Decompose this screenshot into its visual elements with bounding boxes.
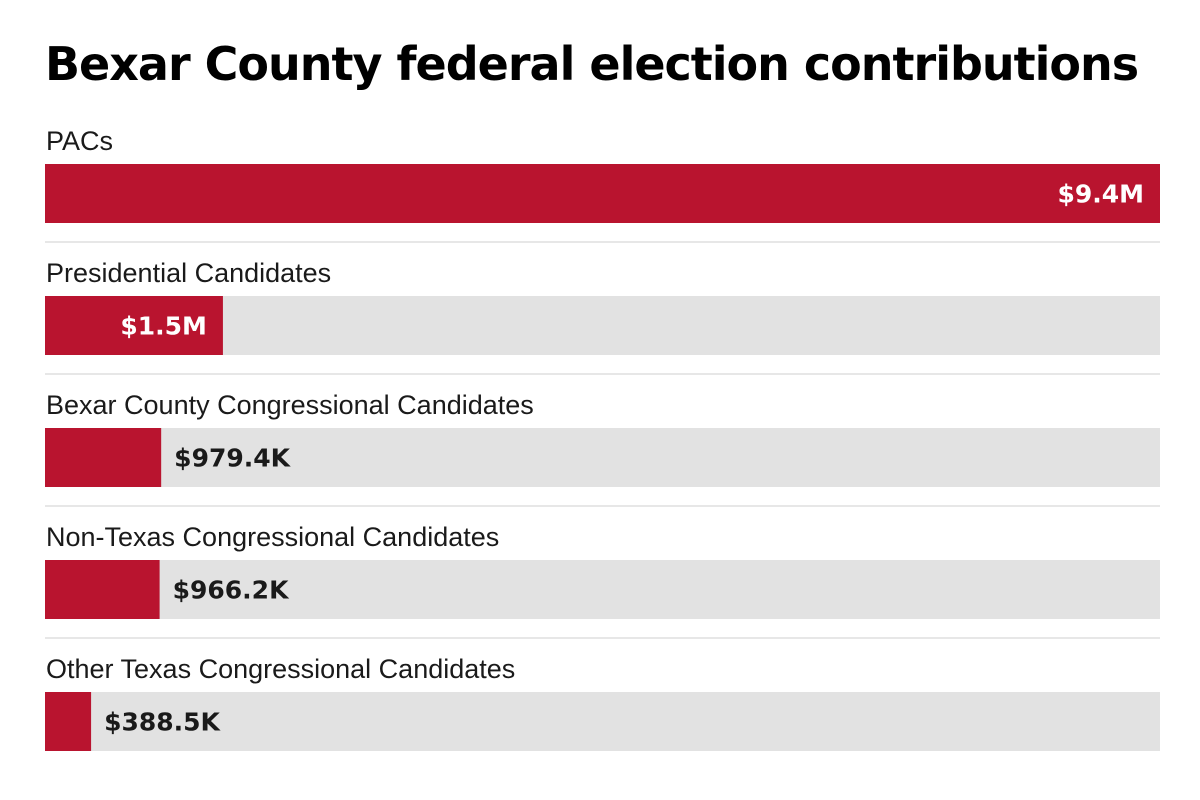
value-label: $9.4M: [1057, 180, 1144, 209]
bar-track: [45, 560, 1160, 619]
bar-track: [45, 692, 1160, 751]
category-label: Other Texas Congressional Candidates: [46, 654, 515, 684]
bar: [45, 428, 162, 487]
category-label: Bexar County Congressional Candidates: [46, 390, 534, 420]
chart-title: Bexar County federal election contributi…: [45, 37, 1139, 91]
value-label: $1.5M: [120, 312, 207, 341]
category-label: PACs: [46, 126, 113, 156]
category-label: Presidential Candidates: [46, 258, 331, 288]
bar: [45, 164, 1160, 223]
bar-track: [45, 428, 1160, 487]
value-label: $966.2K: [173, 576, 290, 605]
bar: [45, 692, 92, 751]
value-label: $388.5K: [104, 708, 221, 737]
bar: [45, 296, 223, 355]
bar-track: [45, 296, 1160, 355]
bar: [45, 560, 160, 619]
category-label: Non-Texas Congressional Candidates: [46, 522, 499, 552]
value-label: $979.4K: [174, 444, 291, 473]
